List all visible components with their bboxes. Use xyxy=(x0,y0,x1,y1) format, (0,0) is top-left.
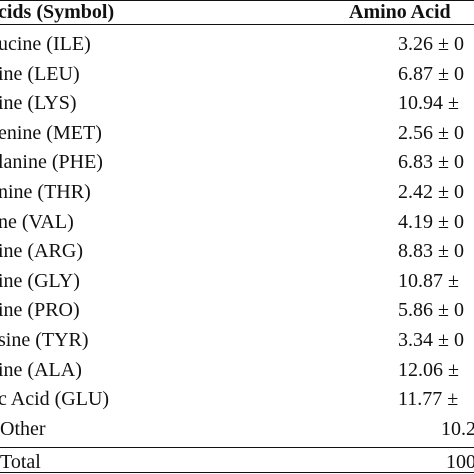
row-label: enine (MET) xyxy=(0,121,102,144)
row-label: Total xyxy=(0,451,41,473)
row-label: ine (LEU) xyxy=(0,62,80,85)
row-label: ne (VAL) xyxy=(0,210,74,233)
row-value: 10.2 xyxy=(441,417,474,440)
row-value: 2.56 ± 0 xyxy=(398,121,464,144)
row-value: 10.94 ± xyxy=(398,92,459,115)
row-value: 6.87 ± 0 xyxy=(398,62,464,85)
row-label: Other xyxy=(0,417,46,440)
total-rule xyxy=(0,447,474,448)
row-value: 8.83 ± 0 xyxy=(398,240,464,263)
row-label: c Acid (GLU) xyxy=(0,388,110,411)
row-value: 10.87 ± xyxy=(398,269,459,292)
row-value: 100 xyxy=(446,451,474,473)
row-label: ine (ALA) xyxy=(0,358,82,381)
row-label: ine (LYS) xyxy=(0,92,77,115)
row-value: 12.06 ± xyxy=(398,358,459,381)
row-value: 2.42 ± 0 xyxy=(398,181,464,203)
row-value: 4.19 ± 0 xyxy=(398,210,464,233)
row-value: 6.83 ± 0 xyxy=(398,151,464,174)
row-label: ine (ARG) xyxy=(0,240,83,263)
row-label: ucine (ILE) xyxy=(0,33,91,55)
header-cell: cids (Symbol) xyxy=(0,1,115,23)
row-label: nine (THR) xyxy=(0,181,91,203)
bottom-rule xyxy=(0,472,474,473)
row-value: 3.34 ± 0 xyxy=(398,329,464,351)
header-cell: Amino Acid xyxy=(349,1,451,23)
row-value: 3.26 ± 0 xyxy=(398,33,464,55)
row-label: ine (GLY) xyxy=(0,269,80,292)
row-label: ine (PRO) xyxy=(0,299,80,322)
row-value: 5.86 ± 0 xyxy=(398,299,464,322)
row-value: 11.77 ± xyxy=(398,388,459,411)
top-rule xyxy=(0,0,474,1)
row-label: lanine (PHE) xyxy=(0,151,103,174)
header-rule xyxy=(0,24,474,25)
row-label: sine (TYR) xyxy=(0,329,89,351)
